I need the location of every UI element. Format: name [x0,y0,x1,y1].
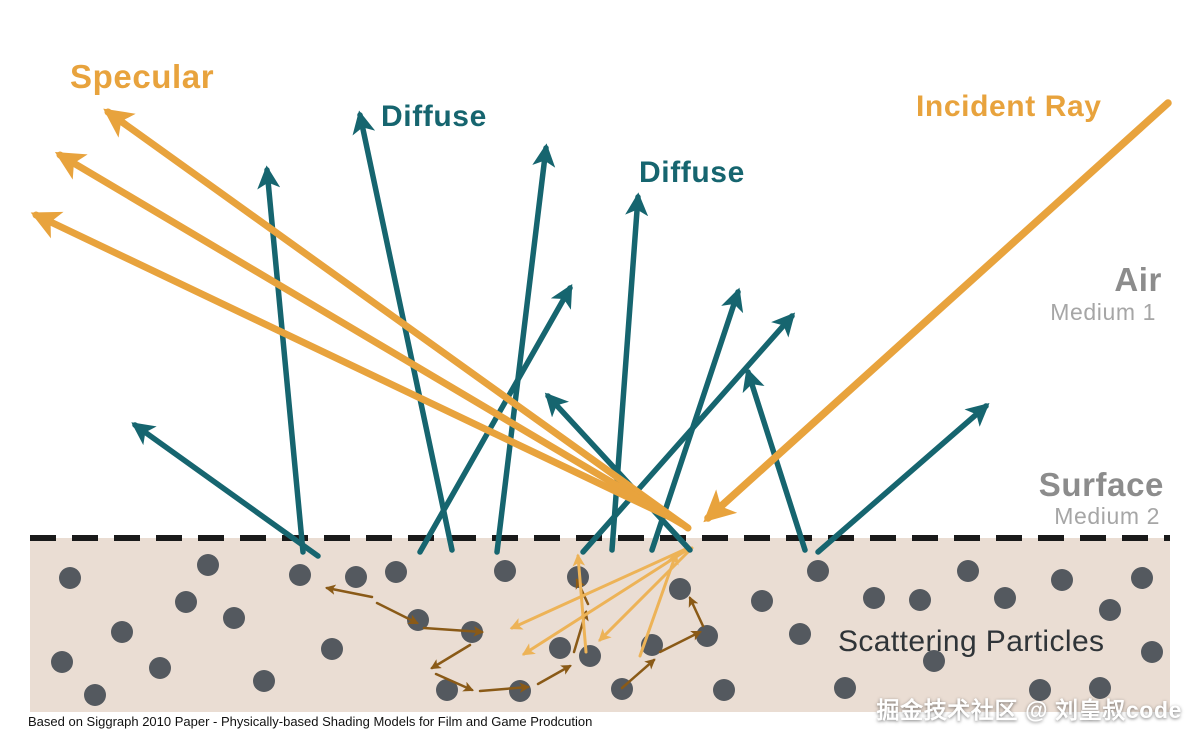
subsurface-scatter-arrow [536,664,572,686]
diffuse-ray [815,402,990,555]
scattering-particle [59,567,81,589]
subsurface-scatter-arrow [688,596,705,628]
specular-label: Specular [70,58,215,95]
diffuse-ray [494,143,556,555]
subsurface-scatter-arrow [375,601,419,625]
subsurface-scatter-arrow [324,584,374,599]
diffuse-ray [352,110,455,553]
scattering-particle [385,561,407,583]
diffuse-label-right: Diffuse [639,156,745,189]
watermark: 掘金技术社区 @ 刘皇叔code [876,697,1182,723]
subsurface-light-arrow [509,546,690,630]
surface-label: Surface [1038,466,1164,503]
scattering-particle [713,679,735,701]
scattering-particles-label: Scattering Particles [838,625,1105,658]
incident-ray-label: Incident Ray [916,90,1102,123]
scattering-particle [436,679,458,701]
specular-ray [103,108,692,532]
scattering-particle [84,684,106,706]
diffuse-label-left: Diffuse [381,100,487,133]
scattering-particle [1029,679,1051,701]
subsurface-scatter-arrow [430,643,472,670]
scattering-particle [1089,677,1111,699]
source-caption: Based on Siggraph 2010 Paper - Physicall… [28,714,593,729]
subsurface-medium-band [30,538,1170,712]
scattering-particle [494,560,516,582]
medium-2-label: Medium 2 [1054,503,1160,529]
scattering-particle [111,621,133,643]
scattering-particle [549,637,571,659]
subsurface-scatter-arrow [620,658,656,690]
subsurface-light-arrow [521,546,692,656]
subsurface-scatter-arrow [422,626,485,637]
specular-ray [30,211,680,524]
scattering-particle [957,560,979,582]
scattering-particle [789,623,811,645]
scattering-particle [149,657,171,679]
scattering-particle [509,680,531,702]
diffuse-ray [131,422,321,559]
subsurface-scatter-arrow [658,630,702,654]
scattering-particle [253,670,275,692]
subsurface-light-arrow [638,551,679,658]
scattering-particle [321,638,343,660]
scattering-particle [994,587,1016,609]
diffuse-ray [417,283,573,555]
scattering-particle [1131,567,1153,589]
diffuse-ray [649,287,744,553]
scattering-particle [289,564,311,586]
specular-ray [54,151,686,528]
scattering-particle [345,566,367,588]
scattering-particle [1141,641,1163,663]
scattering-particle [751,590,773,612]
scattering-particle [696,625,718,647]
diffuse-ray [544,392,693,553]
subsurface-scatter-arrow [478,682,531,693]
scattering-particle [1099,599,1121,621]
air-label: Air [1114,261,1162,298]
scattering-particle [197,554,219,576]
scattering-particle [669,578,691,600]
scattering-particle [1051,569,1073,591]
incident-ray [703,99,1172,523]
medium-1-label: Medium 1 [1050,299,1156,325]
scattering-particle [909,589,931,611]
subsurface-scatter-arrow [434,672,474,692]
subsurface-light-arrow [572,553,588,654]
scattering-particle [223,607,245,629]
scattering-particle [51,651,73,673]
scattering-particle [175,591,197,613]
diffuse-ray [580,312,796,555]
scattering-particle [923,650,945,672]
scattering-particle [863,587,885,609]
scattering-particle [579,645,601,667]
scattering-particle [834,677,856,699]
scattering-particle [807,560,829,582]
